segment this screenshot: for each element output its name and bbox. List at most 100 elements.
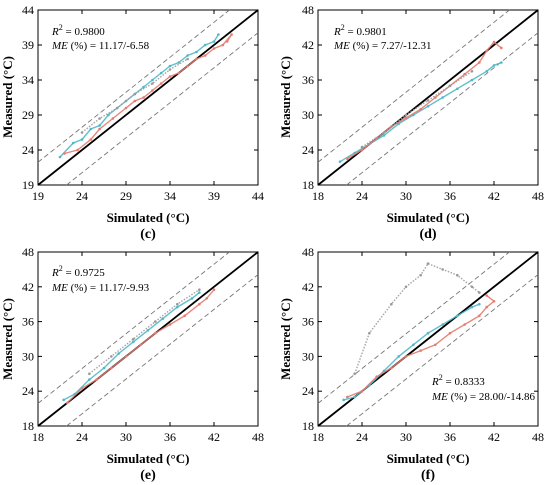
- x-tick-label: 39: [208, 189, 220, 203]
- y-axis-label: Measured (°C): [278, 298, 293, 380]
- data-point: [154, 320, 157, 323]
- data-point: [419, 273, 422, 277]
- data-point: [456, 314, 459, 318]
- y-tick-label: 48: [302, 3, 314, 17]
- data-point: [346, 395, 349, 399]
- y-tick-label: 24: [302, 384, 314, 398]
- upper-error-bound-line: [37, 251, 230, 404]
- lower-error-bound-line: [346, 32, 539, 186]
- me-annotation: ME (%) = 11.17/-9.93: [51, 282, 150, 294]
- y-tick-label: 30: [22, 349, 34, 363]
- data-point: [434, 343, 437, 347]
- data-point: [58, 155, 62, 159]
- y-tick-label: 42: [22, 280, 34, 294]
- data-point: [146, 329, 150, 332]
- data-point: [463, 323, 466, 326]
- data-point: [463, 72, 466, 76]
- panel-c: Measured (°C) Simulated (°C) (c) R2 = 0.…: [0, 3, 264, 242]
- data-point: [426, 331, 430, 335]
- series-2-line: [64, 34, 233, 155]
- x-tick-label: 18: [312, 189, 324, 203]
- data-point: [470, 78, 474, 82]
- data-point: [133, 99, 137, 103]
- y-tick-label: 18: [302, 419, 314, 433]
- data-point: [183, 314, 186, 318]
- lower-error-bound-line: [66, 274, 259, 427]
- data-point: [441, 323, 444, 326]
- y-tick-label: 24: [22, 384, 34, 398]
- data-point: [80, 131, 84, 134]
- x-axis-label: Simulated (°C): [387, 210, 470, 225]
- data-point: [177, 71, 181, 75]
- data-point: [456, 87, 459, 91]
- x-tick-label: 18: [32, 430, 44, 444]
- data-point: [151, 78, 154, 82]
- data-point: [186, 64, 189, 68]
- data-point: [470, 69, 474, 73]
- data-point: [195, 50, 198, 54]
- data-point: [212, 40, 216, 43]
- data-point: [441, 268, 444, 271]
- y-tick-label: 36: [302, 73, 314, 87]
- data-point: [176, 302, 179, 306]
- panel-f: Measured (°C) Simulated (°C) (f) R2 = 0.…: [278, 245, 544, 483]
- data-point: [62, 398, 65, 402]
- data-point: [434, 96, 437, 99]
- data-point: [382, 134, 386, 137]
- data-point: [95, 378, 98, 381]
- data-point: [404, 355, 408, 358]
- r2-annotation: R2 = 0.9801: [333, 23, 387, 38]
- x-tick-label: 44: [252, 189, 264, 203]
- data-point: [426, 104, 430, 108]
- data-point: [212, 47, 216, 50]
- data-point: [88, 372, 91, 376]
- data-point: [230, 33, 233, 36]
- panel-label: (c): [140, 227, 156, 242]
- data-point: [159, 82, 163, 85]
- data-point: [404, 113, 408, 117]
- data-point: [63, 152, 66, 155]
- x-tick-label: 29: [120, 189, 132, 203]
- data-point: [456, 273, 459, 277]
- data-point: [176, 305, 179, 309]
- data-point: [102, 366, 106, 370]
- x-tick-label: 36: [444, 430, 456, 444]
- data-point: [80, 387, 84, 390]
- data-point: [478, 291, 481, 294]
- x-tick-label: 24: [356, 430, 368, 444]
- y-tick-label: 44: [22, 3, 34, 17]
- data-point: [76, 148, 79, 152]
- data-point: [117, 352, 120, 355]
- y-tick-label: 30: [302, 108, 314, 122]
- data-point: [98, 117, 101, 120]
- data-point: [492, 40, 496, 44]
- x-tick-label: 24: [76, 189, 88, 203]
- data-point: [375, 375, 378, 379]
- data-point: [360, 145, 364, 149]
- data-point: [132, 337, 135, 341]
- upper-error-bound-line: [317, 9, 510, 163]
- data-point: [142, 85, 145, 89]
- data-point: [198, 302, 201, 306]
- data-point: [151, 89, 154, 92]
- y-tick-label: 42: [302, 280, 314, 294]
- y-tick-label: 34: [22, 73, 34, 87]
- x-tick-label: 18: [312, 430, 324, 444]
- r2-annotation: R2 = 0.9725: [51, 264, 105, 279]
- data-point: [390, 366, 393, 370]
- data-point: [115, 106, 119, 110]
- data-point: [80, 138, 84, 141]
- y-tick-label: 24: [302, 143, 314, 157]
- y-tick-label: 18: [302, 178, 314, 192]
- data-point: [177, 61, 181, 64]
- data-point: [111, 117, 115, 120]
- lower-error-bound-line: [346, 274, 539, 427]
- one-to-one-line: [317, 9, 539, 186]
- data-point: [168, 323, 172, 326]
- y-tick-label: 18: [22, 419, 34, 433]
- data-point: [132, 340, 135, 344]
- data-point: [217, 33, 220, 36]
- data-point: [110, 355, 113, 358]
- data-point: [448, 84, 452, 88]
